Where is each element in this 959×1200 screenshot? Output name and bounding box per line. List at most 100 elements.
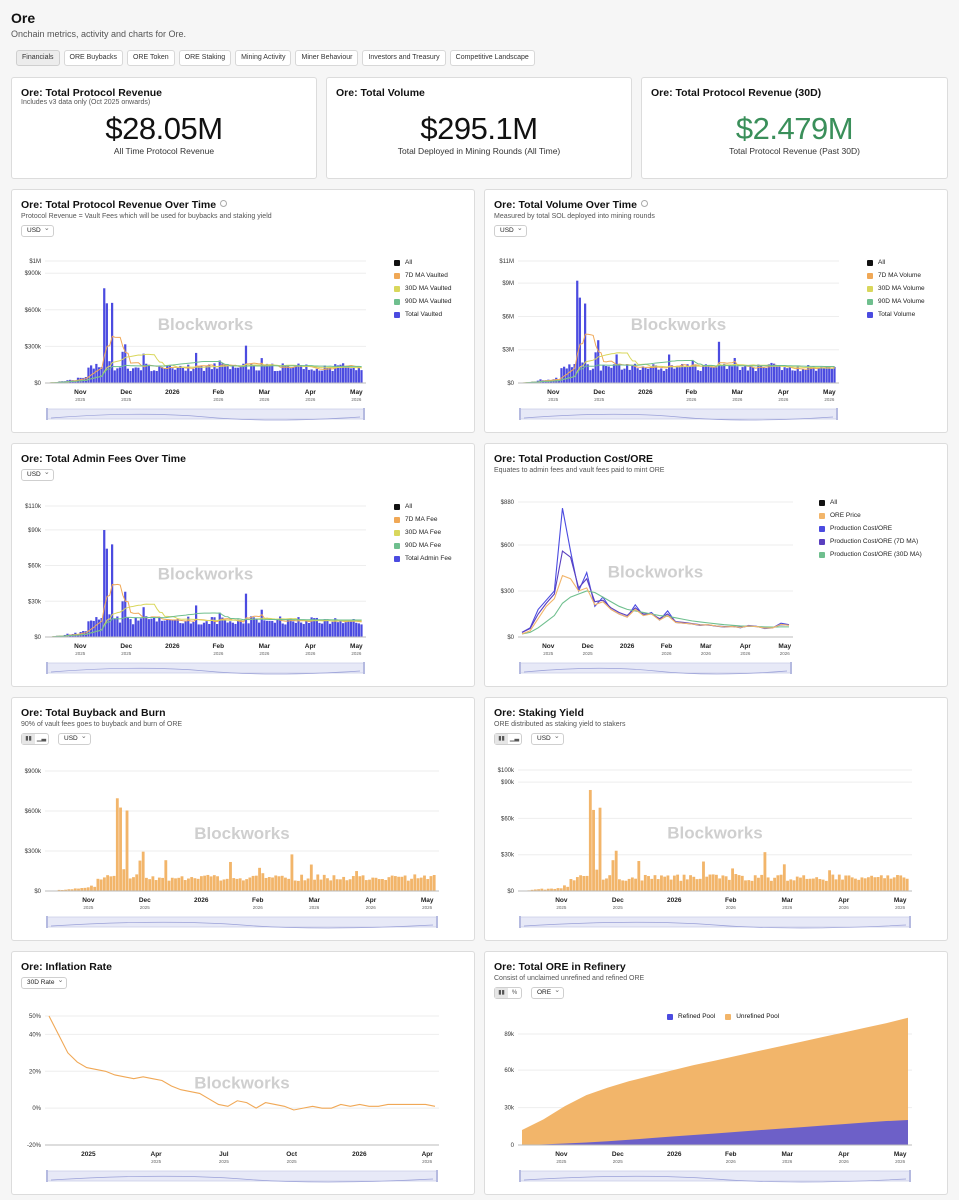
bar [360,370,363,383]
bar [591,368,595,383]
range-navigator [519,408,838,420]
x-tick-label: Apr [838,897,850,904]
bar [70,889,74,891]
bar [121,351,124,383]
bar [795,876,799,891]
x-tick-label: Feb [686,389,698,396]
x-tick-label: 2026 [620,643,635,650]
info-icon[interactable] [640,200,648,207]
bar [315,368,318,383]
tab-competitive-landscape[interactable]: Competitive Landscape [449,50,535,66]
legend-item[interactable]: All [819,496,922,509]
legend-item[interactable]: 90D MA Volume [867,295,925,308]
legend-label: 30D MA Volume [878,285,925,292]
legend-label: 30D MA Fee [405,529,442,536]
bar [886,875,890,891]
x-tick-year: 2026 [780,651,791,656]
legend-item[interactable]: Total Admin Fee [394,552,452,565]
percent-icon[interactable]: % [511,990,518,996]
bar [733,357,736,383]
tab-financials[interactable]: Financials [16,50,60,66]
bar [158,617,161,637]
bar [83,887,87,891]
currency-dropdown[interactable]: USD [494,224,527,237]
bar [167,880,171,891]
unit-dropdown[interactable]: ORE [531,986,565,999]
bar [689,366,692,383]
legend-item[interactable]: Production Cost/ORE (7D MA) [819,535,922,548]
tab-miner-behaviour[interactable]: Miner Behaviour [295,50,359,66]
x-tick-label: Apr [422,1151,434,1158]
legend-item[interactable]: All [867,256,925,269]
bar [573,364,576,383]
bar [116,616,119,637]
currency-dropdown[interactable]: USD [531,732,564,745]
bar [258,370,261,383]
legend-item[interactable]: ORE Price [819,509,922,522]
legend-item[interactable]: 30D MA Fee [394,526,452,539]
legend-item[interactable]: 90D MA Fee [394,539,452,552]
tab-ore-token[interactable]: ORE Token [126,50,175,66]
tab-bar: Financials ORE Buybacks ORE Token ORE St… [16,50,535,66]
bar [271,363,274,383]
y-tick-label: $60k [28,564,42,570]
rate-dropdown[interactable]: 30D Rate [21,976,68,989]
cumulative-chart-icon[interactable]: ▁▃ [36,736,47,742]
x-tick-label: Jul [219,1151,229,1158]
bar-chart-icon[interactable]: ▮▮ [495,734,508,744]
cumulative-chart-icon[interactable]: ▁▃ [509,736,520,742]
legend-item[interactable]: Production Cost/ORE (30D MA) [819,548,922,561]
legend-item[interactable]: Total Volume [867,308,925,321]
legend-label: All [405,259,413,266]
currency-dropdown[interactable]: USD [21,224,54,237]
panel-subtitle: Measured by total SOL deployed into mini… [494,213,655,220]
x-tick-year: 2025 [140,905,151,910]
bar [177,877,181,891]
x-tick-label: 2026 [667,1151,682,1158]
bar [863,878,867,891]
bar [223,619,227,637]
info-icon[interactable] [220,200,228,207]
legend-label: 7D MA Vaulted [405,272,448,279]
chart-type-toggle: ▮▮ % [494,987,522,999]
currency-dropdown[interactable]: USD [21,468,54,481]
legend-item[interactable]: 30D MA Volume [867,282,925,295]
bar-chart-icon[interactable]: ▮▮ [22,734,35,744]
y-tick-label: 20% [29,1069,42,1075]
bar [744,880,747,891]
legend-item[interactable]: 90D MA Vaulted [394,295,452,308]
bar [326,619,329,637]
legend-item[interactable]: Total Vaulted [394,308,452,321]
x-tick-year: 2026 [895,1159,906,1164]
legend-item[interactable]: 30D MA Vaulted [394,282,452,295]
legend-item[interactable]: 7D MA Volume [867,269,925,282]
legend-item[interactable]: 7D MA Fee [394,513,452,526]
x-tick-label: Mar [308,897,320,904]
bar [284,877,287,891]
bar [203,875,207,891]
moving-average-line [49,360,362,384]
legend-item[interactable]: All [394,256,452,269]
tab-ore-staking[interactable]: ORE Staking [178,50,232,66]
legend-item[interactable]: Unrefined Pool [725,1013,779,1020]
legend-item[interactable]: All [394,500,452,513]
bar [780,370,784,383]
bar [725,368,728,383]
legend-item[interactable]: Production Cost/ORE [819,522,922,535]
tab-ore-buybacks[interactable]: ORE Buybacks [63,50,123,66]
bar [589,370,592,383]
tab-investors-treasury[interactable]: Investors and Treasury [362,50,446,66]
panel-subtitle: Consist of unclaimed unrefined and refin… [494,975,645,982]
y-tick-label: $0 [34,635,41,641]
bar [163,368,166,383]
currency-dropdown[interactable]: USD [58,732,91,745]
legend-item[interactable]: 7D MA Vaulted [394,269,452,282]
x-tick-label: May [778,643,791,650]
bar [584,303,587,383]
bar-chart-icon[interactable]: ▮▮ [495,988,508,998]
bar [766,877,770,891]
legend-item[interactable]: Refined Pool [667,1013,715,1020]
range-handle-left [519,916,521,928]
tab-mining-activity[interactable]: Mining Activity [235,50,292,66]
bar [731,366,734,383]
